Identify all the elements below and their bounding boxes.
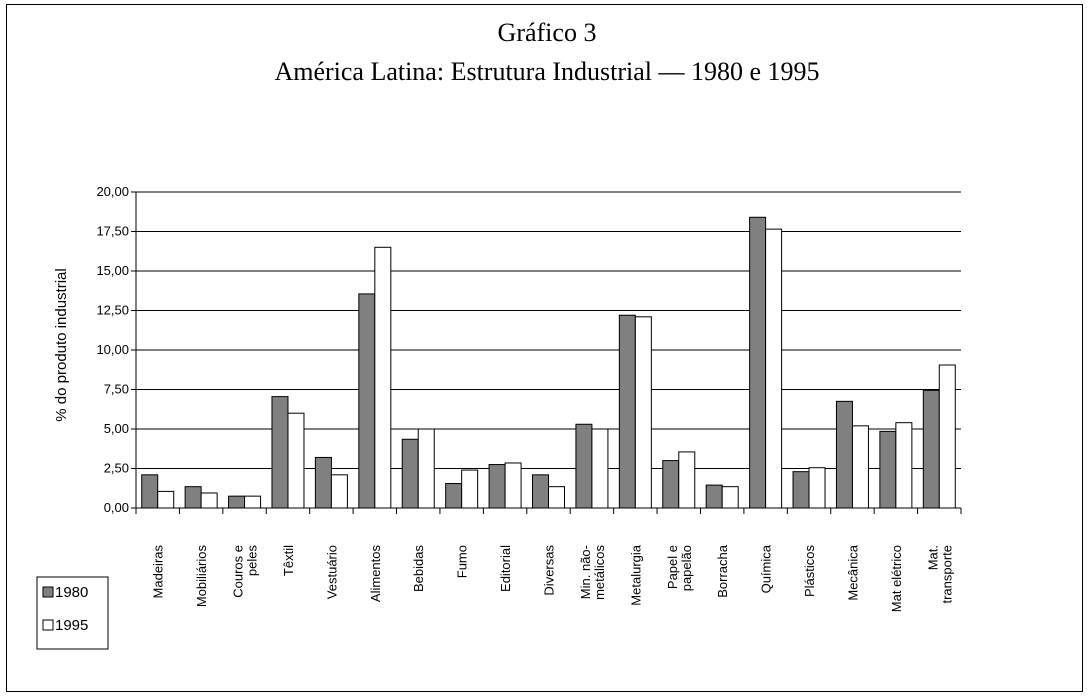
- bar-1995: [244, 495, 262, 509]
- category-label: Min. não-: [578, 545, 593, 599]
- category-label: Editorial: [498, 545, 513, 592]
- category-label: Metalurgia: [628, 544, 643, 605]
- category-label: Plásticos: [802, 545, 817, 598]
- category-label: Mat.: [925, 545, 940, 570]
- category-label: Borracha: [715, 544, 730, 598]
- bar-chart: Gráfico 3 América Latina: Estrutura Indu…: [36, 18, 962, 650]
- bar-1995: [157, 490, 175, 509]
- legend: 1980 1995: [36, 576, 109, 650]
- bar-1995: [287, 412, 305, 509]
- y-tick-label: 12,50: [96, 303, 129, 318]
- bar-1995: [330, 474, 348, 509]
- y-axis-label: % do produto industrial: [53, 268, 70, 421]
- category-label: Mecânica: [845, 544, 860, 600]
- y-tick-label: 10,00: [96, 342, 129, 357]
- bar-1980: [575, 423, 593, 509]
- category-label: Couros e: [231, 545, 246, 598]
- bar-1980: [835, 400, 853, 509]
- category-label: transporte: [939, 545, 954, 604]
- category-label: papelão: [679, 545, 694, 591]
- bar-1995: [591, 428, 609, 509]
- legend-swatch-1980: [42, 586, 54, 598]
- bar-1980: [705, 484, 723, 509]
- bar-1980: [314, 456, 332, 509]
- category-label: peles: [245, 545, 260, 577]
- category-label: Bebidas: [411, 545, 426, 592]
- category-label: Mat elétrico: [889, 545, 904, 612]
- category-label: Madeiras: [151, 545, 166, 599]
- legend-label-1995: 1995: [55, 617, 88, 634]
- bars: [141, 216, 956, 509]
- bar-1995: [374, 246, 392, 509]
- bar-1995: [678, 451, 696, 509]
- bar-1980: [792, 471, 810, 509]
- legend-swatch-1995: [42, 619, 54, 631]
- y-tick-label: 0,00: [104, 500, 129, 515]
- bar-1995: [634, 316, 652, 509]
- bar-1995: [808, 467, 826, 509]
- bar-1995: [765, 228, 783, 509]
- bar-1980: [879, 430, 897, 509]
- bar-1980: [922, 389, 940, 509]
- chart-title: Gráfico 3: [498, 18, 597, 47]
- category-label: metálicos: [592, 545, 607, 600]
- y-tick-label: 20,00: [96, 184, 129, 199]
- x-axis-ticks: Madeiras Mobiliários Couros e peles Têxtil Ve…: [135, 508, 962, 612]
- category-label: Química: [759, 544, 774, 593]
- y-tick-label: 5,00: [104, 421, 129, 436]
- bar-1980: [228, 495, 246, 509]
- category-label: Diversas: [542, 545, 557, 596]
- category-label: Mobiliários: [194, 545, 209, 608]
- bar-1980: [271, 396, 289, 509]
- bar-1980: [141, 474, 159, 509]
- bar-1980: [184, 486, 202, 509]
- bar-1995: [200, 492, 218, 509]
- bar-1995: [938, 364, 956, 509]
- chart-frame: Gráfico 3 América Latina: Estrutura Indu…: [6, 4, 1083, 692]
- category-label: Papel e: [665, 545, 680, 589]
- legend-label-1980: 1980: [55, 584, 88, 601]
- bar-1995: [417, 428, 435, 509]
- bar-1995: [721, 486, 739, 509]
- bar-1980: [401, 438, 419, 509]
- bar-1980: [662, 460, 680, 509]
- bar-1980: [532, 474, 549, 509]
- bar-1995: [548, 486, 565, 509]
- y-tick-label: 2,50: [104, 461, 129, 476]
- bar-1980: [618, 314, 636, 509]
- chart-subtitle: América Latina: Estrutura Industrial — 1…: [274, 57, 819, 86]
- bar-1995: [504, 462, 522, 509]
- bar-1995: [851, 425, 869, 509]
- y-tick-label: 15,00: [96, 263, 129, 278]
- category-label: Têxtil: [281, 545, 296, 576]
- bar-1980: [358, 293, 376, 509]
- bar-1980: [488, 464, 506, 509]
- bar-1980: [445, 483, 463, 509]
- category-label: Alimentos: [368, 545, 383, 603]
- bar-1980: [749, 216, 767, 509]
- y-axis-ticks: 0,00 2,50 5,00 7,50 10,00 12,50 15,00 17,50 20,0…: [96, 184, 136, 515]
- category-label: Vestuário: [324, 545, 339, 599]
- category-label: Fumo: [455, 545, 470, 578]
- axes: [135, 192, 961, 509]
- y-tick-label: 7,50: [104, 382, 129, 397]
- bar-1995: [461, 469, 479, 509]
- y-tick-label: 17,50: [96, 224, 129, 239]
- bar-1995: [895, 422, 913, 509]
